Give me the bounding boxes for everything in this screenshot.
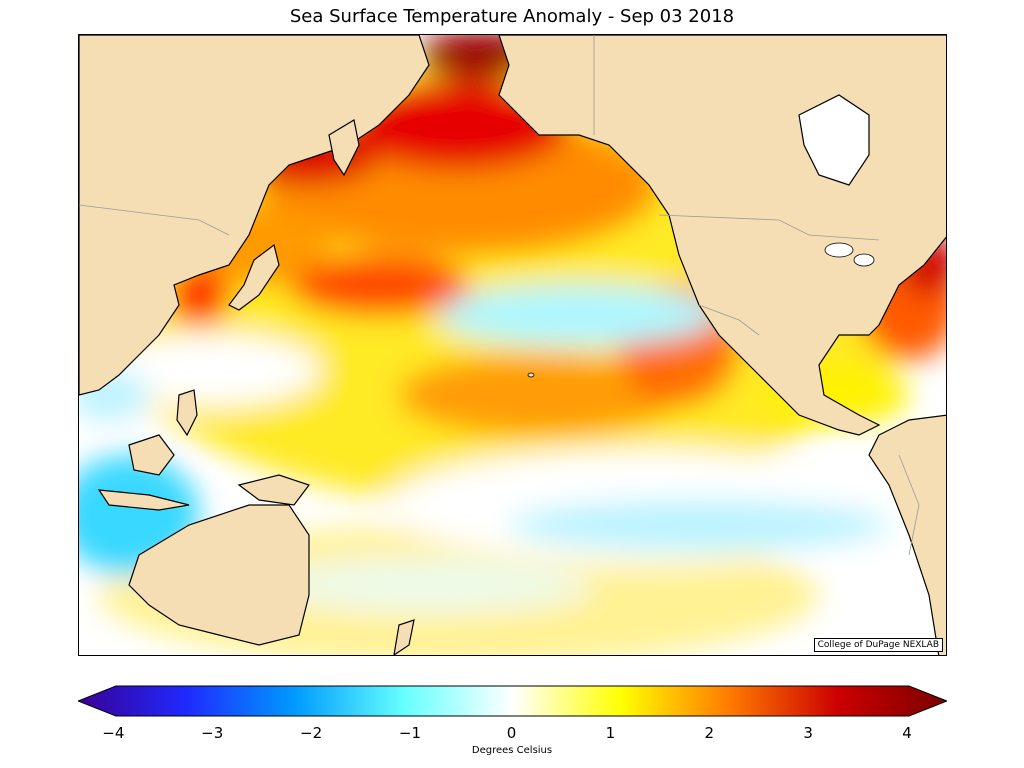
political-borders (79, 35, 920, 556)
credit-label: College of DuPage NEXLAB (813, 638, 943, 652)
colorbar-tick-label: 2 (704, 724, 715, 742)
sst-anomaly-map: College of DuPage NEXLAB (78, 34, 947, 656)
asia-land (79, 35, 430, 396)
colorbar-tick-label: 3 (803, 724, 813, 742)
colorbar-tick-label: 0 (506, 724, 517, 742)
land-masses (79, 35, 946, 655)
colorbar-tick-label: −3 (201, 724, 224, 742)
colorbar-tick-label: −4 (102, 724, 125, 742)
japan-land (228, 243, 280, 311)
borneo-land (128, 434, 175, 476)
colorbar-tick-label: 4 (902, 724, 912, 742)
map-svg (79, 35, 946, 655)
java-land (97, 489, 190, 511)
new-guinea-land (237, 474, 310, 506)
colorbar-tick-label: 1 (605, 724, 616, 742)
hawaii-land (527, 372, 535, 378)
colorbar (78, 685, 947, 717)
colorbar-tick-label: −1 (398, 724, 422, 742)
philippines-land (176, 389, 198, 437)
great-lakes (824, 242, 875, 267)
kamchatka-land (328, 119, 360, 177)
colorbar-fill (78, 685, 947, 717)
map-title: Sea Surface Temperature Anomaly - Sep 03… (289, 6, 735, 27)
australia-land (128, 504, 310, 646)
colorbar-label: Degrees Celsius (471, 745, 553, 756)
south-america-land (868, 414, 946, 655)
new-zealand-land (393, 619, 415, 655)
hudson-bay (798, 94, 870, 186)
colorbar-tick-label: −2 (300, 724, 323, 742)
